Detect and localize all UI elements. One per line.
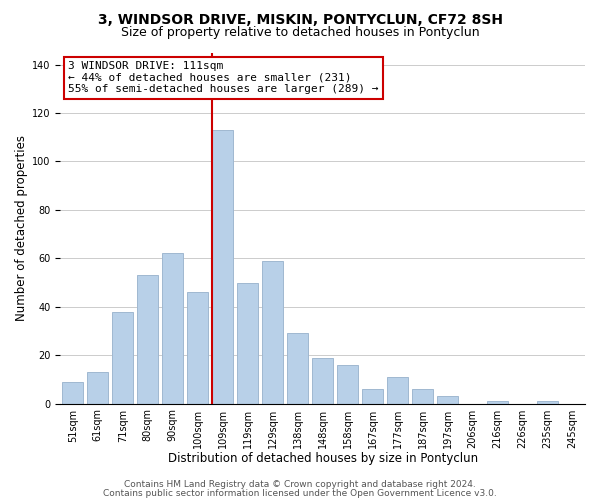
Bar xyxy=(287,334,308,404)
Y-axis label: Number of detached properties: Number of detached properties xyxy=(15,135,28,321)
Text: Contains public sector information licensed under the Open Government Licence v3: Contains public sector information licen… xyxy=(103,488,497,498)
Text: 3 WINDSOR DRIVE: 111sqm
← 44% of detached houses are smaller (231)
55% of semi-d: 3 WINDSOR DRIVE: 111sqm ← 44% of detache… xyxy=(68,62,379,94)
X-axis label: Distribution of detached houses by size in Pontyclun: Distribution of detached houses by size … xyxy=(167,452,478,465)
Bar xyxy=(337,365,358,404)
Bar xyxy=(412,389,433,404)
Bar xyxy=(187,292,208,404)
Bar xyxy=(212,130,233,404)
Text: 3, WINDSOR DRIVE, MISKIN, PONTYCLUN, CF72 8SH: 3, WINDSOR DRIVE, MISKIN, PONTYCLUN, CF7… xyxy=(97,12,503,26)
Bar xyxy=(312,358,334,404)
Bar xyxy=(362,389,383,404)
Bar xyxy=(437,396,458,404)
Bar xyxy=(112,312,133,404)
Bar xyxy=(162,254,184,404)
Bar xyxy=(537,401,558,404)
Text: Size of property relative to detached houses in Pontyclun: Size of property relative to detached ho… xyxy=(121,26,479,39)
Bar xyxy=(237,282,259,404)
Bar xyxy=(387,377,408,404)
Bar xyxy=(137,276,158,404)
Bar xyxy=(62,382,83,404)
Text: Contains HM Land Registry data © Crown copyright and database right 2024.: Contains HM Land Registry data © Crown c… xyxy=(124,480,476,489)
Bar xyxy=(487,401,508,404)
Bar xyxy=(262,260,283,404)
Bar xyxy=(87,372,109,404)
